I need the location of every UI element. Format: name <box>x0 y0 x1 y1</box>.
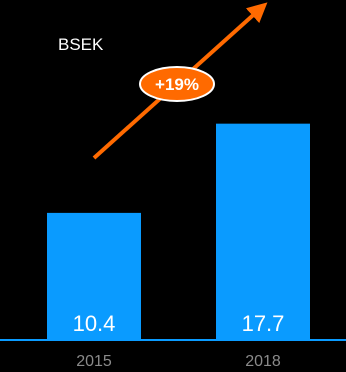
bar-2015 <box>47 212 141 340</box>
bar-2018 <box>216 123 310 341</box>
data-label-2015: 10.4 <box>73 311 116 336</box>
chart-title: BSEK <box>58 35 104 54</box>
growth-badge: +19% <box>139 66 215 102</box>
x-tick-label-2015: 2015 <box>76 353 112 370</box>
data-label-2018: 17.7 <box>242 311 285 336</box>
bars-group: 10.4 2015 17.7 2018 <box>47 123 310 370</box>
x-tick-label-2018: 2018 <box>245 353 281 370</box>
growth-badge-label: +19% <box>155 75 199 94</box>
growth-badge-bubble <box>139 66 215 102</box>
